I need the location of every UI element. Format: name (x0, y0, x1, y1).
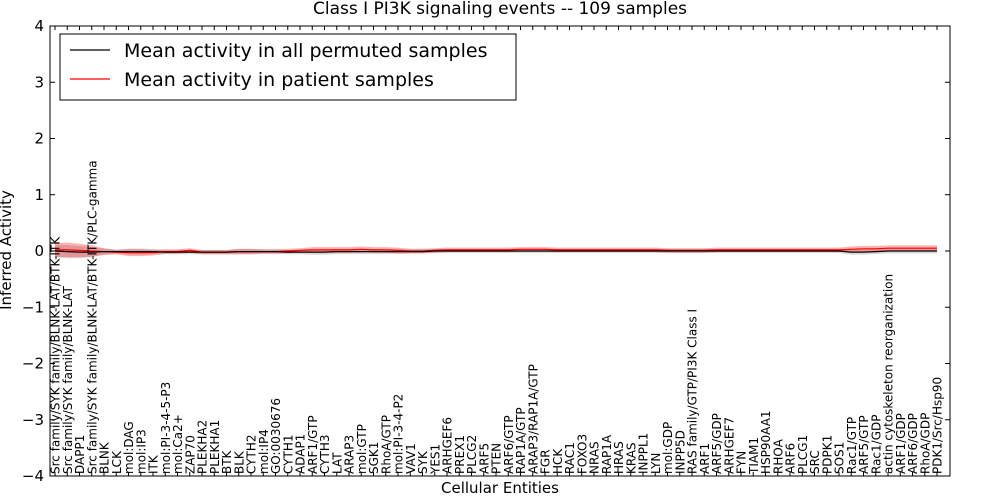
category-label: Rac1/GDP (869, 415, 883, 474)
category-label: mol:PI-3-4-5-P3 (159, 382, 173, 474)
category-label: RAP1A/GTP (514, 407, 528, 474)
category-label: YES1 (428, 444, 442, 475)
category-label: mol:IP4 (257, 429, 271, 474)
y-tick-label: −4 (22, 467, 44, 485)
category-label: SOS1 (833, 442, 847, 474)
y-tick-label: 1 (34, 186, 44, 204)
category-label: KRAS (624, 442, 638, 474)
legend: Mean activity in all permuted samples Me… (59, 33, 517, 101)
y-tick-label: 3 (34, 73, 44, 91)
category-label: ARF5 (477, 443, 491, 474)
category-label: mol:DAG (122, 421, 136, 474)
y-tick-label: −2 (22, 355, 44, 373)
category-label: mol:IP3 (134, 429, 148, 474)
category-label: GO:0030676 (269, 398, 283, 474)
category-label: ARAP3 (343, 435, 357, 474)
category-label: INPP5D (673, 430, 687, 474)
category-label: RhoA/GDP (918, 413, 932, 474)
category-label: PLCG2 (465, 435, 479, 474)
category-label: PTEN (490, 443, 504, 474)
category-label: Rac1/GTP (845, 417, 859, 474)
category-label: HRAS (612, 441, 626, 474)
category-label: VAV1 (404, 443, 418, 474)
category-label: LAT (330, 452, 344, 474)
category-label: FGR (539, 449, 553, 474)
category-label: ARF1/GDP (894, 413, 908, 474)
category-label: RAS family/GTP/PI3K Class I (686, 309, 700, 474)
category-label: mol:GTP (355, 424, 369, 474)
x-axis-label: Cellular Entities (441, 479, 559, 497)
y-tick-label: −1 (22, 298, 44, 316)
category-label: CYTH3 (318, 435, 332, 475)
category-label: ARF6/GTP (502, 415, 516, 474)
legend-box (59, 33, 517, 101)
legend-label-permuted: Mean activity in all permuted samples (124, 40, 487, 62)
category-label: PREX1 (453, 435, 467, 474)
category-label: Src family/SYK family/BLNK-LAT/BTK-ITK (49, 236, 63, 474)
category-label: SGK1 (367, 442, 381, 474)
category-label: RhoA/GTP (379, 415, 393, 474)
y-tick-label: −3 (22, 411, 44, 429)
category-label: mol:GDP (661, 422, 675, 474)
category-label: FOXO3 (575, 434, 589, 474)
y-tick-label: 2 (34, 130, 44, 148)
y-axis-label: Inferred Activity (0, 190, 15, 310)
category-label: TIAM1 (747, 437, 761, 475)
category-label: ARF5/GTP (857, 415, 871, 474)
category-label: PDPK1 (820, 435, 834, 474)
permuted-series-line (54, 250, 937, 253)
category-label: mol:PI-3-4-P2 (392, 394, 406, 474)
category-label: RAP1A (600, 434, 614, 474)
category-label: ARAP3/RAP1A/GTP (526, 364, 540, 474)
y-tick-label: 0 (34, 242, 44, 260)
category-label: ARF6 (784, 443, 798, 474)
category-label: HCK (551, 448, 565, 474)
category-label: PDK1/Src/Hsp90 (931, 377, 945, 474)
category-label: LYN (649, 453, 663, 474)
category-label: ARF1/GTP (306, 415, 320, 474)
category-label: SRC (808, 450, 822, 474)
category-label: HSP90AA1 (759, 410, 773, 474)
category-label: INPPL1 (637, 433, 651, 474)
category-label: Src family/SYK family/BLNK-LAT (61, 285, 75, 474)
category-label: SYK (416, 450, 430, 474)
category-label: PLCG1 (796, 435, 810, 474)
category-label: BTK (220, 449, 234, 474)
category-label: CYTH1 (281, 435, 295, 475)
category-label: NRAS (588, 441, 602, 474)
category-label: actin cytoskeleton reorganization (882, 274, 896, 474)
chart-title: Class I PI3K signaling events -- 109 sam… (313, 0, 687, 19)
category-label: CYTH2 (245, 435, 259, 475)
category-label: BLK (232, 450, 246, 474)
category-label: ARHGEF6 (441, 417, 455, 474)
category-label: ADAP1 (294, 434, 308, 474)
category-label: PLEKHA1 (208, 420, 222, 474)
category-label: ZAP70 (183, 435, 197, 474)
category-label: ITK (147, 454, 161, 474)
category-label: Src family/SYK family/BLNK-LAT/BTK-ITK/P… (85, 160, 99, 474)
category-label: BLNK (98, 441, 112, 474)
category-label: ARF1 (698, 443, 712, 474)
category-label: FYN (735, 451, 749, 474)
category-label: ARF6/GDP (906, 413, 920, 474)
category-label: ARHGEF7 (722, 417, 736, 474)
category-label: DAPP1 (73, 435, 87, 474)
category-label: RAC1 (563, 442, 577, 474)
category-label: mol:Ca2+ (171, 414, 185, 474)
category-label: RHOA (771, 438, 785, 474)
category-label: PLEKHA2 (196, 420, 210, 474)
legend-label-patient: Mean activity in patient samples (124, 69, 434, 91)
category-label: LCK (110, 450, 124, 474)
y-tick-label: 4 (34, 17, 44, 35)
category-label: ARF5/GDP (710, 413, 724, 474)
